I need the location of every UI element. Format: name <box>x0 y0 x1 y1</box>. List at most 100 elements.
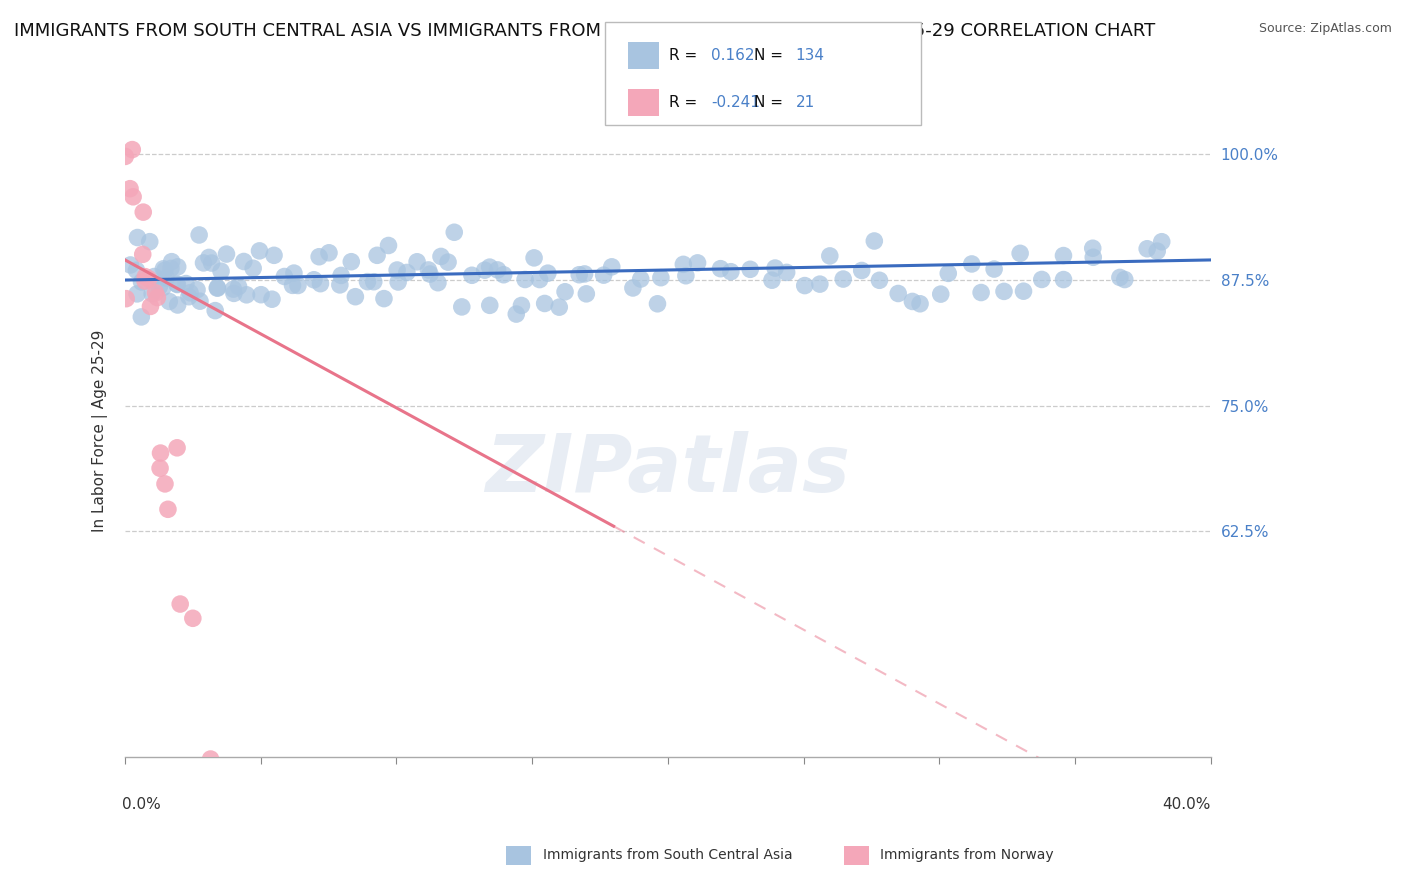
Point <box>249 244 271 258</box>
Point <box>419 267 441 281</box>
Point <box>166 441 188 455</box>
Point <box>592 268 614 282</box>
Point <box>993 285 1015 299</box>
Point <box>548 300 571 314</box>
Text: N =: N = <box>754 48 783 62</box>
Point <box>863 234 886 248</box>
Point <box>209 264 232 278</box>
Point <box>134 274 156 288</box>
Point <box>377 238 399 252</box>
Point <box>160 261 183 276</box>
Point <box>1114 272 1136 286</box>
Point <box>329 277 352 292</box>
Point <box>1052 272 1074 286</box>
Point <box>179 285 201 300</box>
Point <box>177 290 200 304</box>
Point <box>204 303 226 318</box>
Point <box>650 270 672 285</box>
Point <box>149 461 172 475</box>
Point <box>818 249 841 263</box>
Point <box>139 300 162 314</box>
Point <box>1010 246 1032 260</box>
Point <box>709 261 731 276</box>
Point <box>776 265 799 279</box>
Point <box>478 260 501 274</box>
Point <box>181 611 204 625</box>
Point <box>505 307 527 321</box>
Point <box>529 272 551 286</box>
Point <box>740 262 762 277</box>
Point <box>1031 272 1053 286</box>
Point <box>215 247 238 261</box>
Point <box>122 190 145 204</box>
Point <box>537 266 560 280</box>
Point <box>356 275 378 289</box>
Point <box>242 261 264 276</box>
Point <box>232 254 254 268</box>
Point <box>283 266 305 280</box>
Point <box>1081 241 1104 255</box>
Point <box>302 273 325 287</box>
Point <box>153 476 176 491</box>
Point <box>200 752 222 766</box>
Point <box>395 265 418 279</box>
Point <box>207 280 229 294</box>
Point <box>406 254 429 268</box>
Point <box>152 261 174 276</box>
Point <box>686 256 709 270</box>
Point <box>118 182 141 196</box>
Point <box>983 262 1005 277</box>
Point <box>340 254 363 268</box>
Text: 0.0%: 0.0% <box>122 797 162 813</box>
Point <box>929 287 952 301</box>
Point <box>474 263 496 277</box>
Point <box>450 300 472 314</box>
Point <box>198 251 221 265</box>
Point <box>887 286 910 301</box>
Point <box>908 297 931 311</box>
Point <box>273 269 295 284</box>
Point <box>156 502 179 516</box>
Point <box>1136 242 1159 256</box>
Point <box>134 269 156 284</box>
Text: R =: R = <box>669 48 697 62</box>
Point <box>120 258 142 272</box>
Point <box>169 597 191 611</box>
Point <box>145 285 167 300</box>
Point <box>115 292 138 306</box>
Point <box>366 248 388 262</box>
Point <box>222 282 245 296</box>
Point <box>960 257 983 271</box>
Point <box>970 285 993 300</box>
Point <box>228 279 250 293</box>
Point <box>793 278 815 293</box>
Point <box>1150 235 1173 249</box>
Point <box>630 272 652 286</box>
Point <box>373 292 395 306</box>
Point <box>188 227 211 242</box>
Point <box>430 249 453 263</box>
Point <box>510 298 533 312</box>
Point <box>330 268 353 283</box>
Point <box>114 149 136 163</box>
Point <box>281 278 304 293</box>
Point <box>193 256 215 270</box>
Point <box>309 277 332 291</box>
Y-axis label: In Labor Force | Age 25-29: In Labor Force | Age 25-29 <box>93 329 108 532</box>
Point <box>235 288 257 302</box>
Point <box>513 272 536 286</box>
Text: -0.241: -0.241 <box>711 95 761 110</box>
Point <box>720 265 742 279</box>
Point <box>523 251 546 265</box>
Point <box>125 286 148 301</box>
Point <box>200 256 222 270</box>
Point <box>155 271 177 285</box>
Point <box>125 263 148 277</box>
Text: 0.162: 0.162 <box>711 48 755 62</box>
Point <box>621 281 644 295</box>
Point <box>600 260 623 274</box>
Point <box>461 268 484 283</box>
Point <box>851 263 873 277</box>
Point <box>138 272 160 286</box>
Point <box>166 298 188 312</box>
